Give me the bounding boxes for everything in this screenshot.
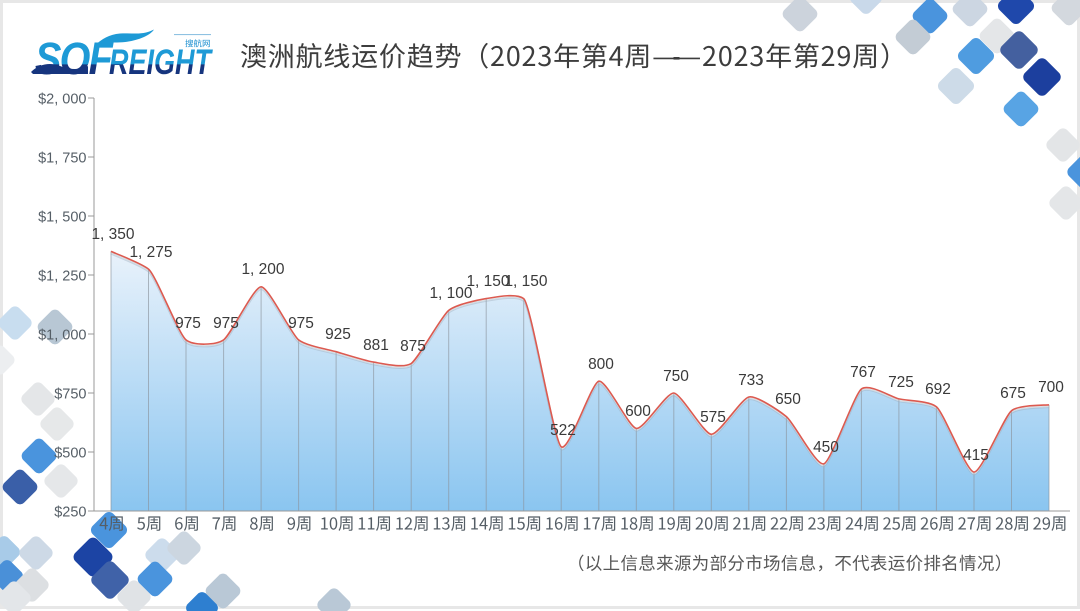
svg-text:975: 975 bbox=[213, 315, 239, 332]
svg-text:675: 675 bbox=[1000, 385, 1026, 402]
svg-text:650: 650 bbox=[775, 391, 801, 408]
svg-text:881: 881 bbox=[363, 337, 389, 354]
svg-text:600: 600 bbox=[625, 403, 651, 420]
svg-text:522: 522 bbox=[550, 422, 576, 439]
svg-text:1, 200: 1, 200 bbox=[241, 261, 284, 278]
svg-text:$750: $750 bbox=[54, 386, 86, 402]
svg-text:$500: $500 bbox=[54, 445, 86, 461]
svg-text:1, 350: 1, 350 bbox=[91, 226, 134, 243]
svg-text:$1, 500: $1, 500 bbox=[38, 209, 86, 225]
svg-text:$1, 250: $1, 250 bbox=[38, 268, 86, 284]
svg-text:925: 925 bbox=[325, 326, 351, 343]
svg-text:733: 733 bbox=[738, 372, 764, 389]
svg-text:$1, 000: $1, 000 bbox=[38, 327, 86, 343]
svg-text:450: 450 bbox=[813, 439, 839, 456]
svg-text:700: 700 bbox=[1038, 379, 1064, 396]
svg-text:767: 767 bbox=[850, 364, 876, 381]
svg-text:725: 725 bbox=[888, 374, 914, 391]
svg-text:1, 275: 1, 275 bbox=[129, 244, 172, 261]
svg-text:575: 575 bbox=[700, 409, 726, 426]
svg-text:975: 975 bbox=[175, 315, 201, 332]
svg-text:1, 150: 1, 150 bbox=[504, 273, 547, 290]
svg-text:692: 692 bbox=[925, 381, 951, 398]
svg-text:$250: $250 bbox=[54, 504, 86, 520]
svg-text:800: 800 bbox=[588, 356, 614, 373]
svg-text:REIGHT: REIGHT bbox=[109, 42, 214, 82]
svg-text:$2, 000: $2, 000 bbox=[38, 91, 86, 107]
svg-text:975: 975 bbox=[288, 315, 314, 332]
svg-text:875: 875 bbox=[400, 338, 426, 355]
svg-text:1, 150: 1, 150 bbox=[466, 273, 509, 290]
svg-text:$1, 750: $1, 750 bbox=[38, 150, 86, 166]
svg-text:415: 415 bbox=[963, 447, 989, 464]
svg-text:750: 750 bbox=[663, 368, 689, 385]
svg-text:1, 100: 1, 100 bbox=[429, 285, 472, 302]
